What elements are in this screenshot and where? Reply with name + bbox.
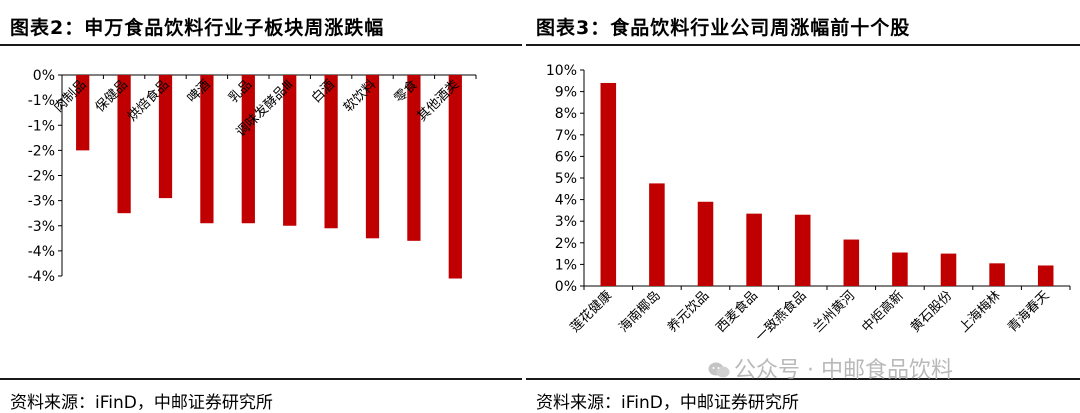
left-bar [365, 75, 380, 239]
left-y-tick-label: -1% [28, 93, 55, 109]
watermark-text: 公众号 · 中邮食品饮料 [734, 358, 953, 383]
left-bar [200, 75, 214, 224]
right-y-tick-label: 4% [555, 193, 577, 209]
left-bar [448, 75, 462, 279]
right-bar [794, 214, 811, 286]
left-y-tick-label: -2% [28, 143, 55, 159]
right-bar [892, 252, 908, 286]
right-y-tick-label: 0% [555, 279, 577, 295]
right-category-label: 一致燕食品 [752, 288, 809, 345]
right-chart-title: 图表3：食品饮料行业公司周涨幅前十个股 [536, 17, 911, 39]
left-y-tick-label: -4% [28, 269, 55, 285]
right-y-tick-label: 8% [555, 106, 577, 122]
right-category-label: 海南椰岛 [616, 288, 664, 336]
right-bar [989, 263, 1005, 286]
left-bar [324, 75, 338, 229]
wechat-icon [708, 362, 730, 378]
left-y-tick-label: -3% [28, 219, 55, 235]
right-bar [843, 239, 860, 286]
left-bar [407, 75, 421, 241]
right-y-tick-label: 7% [555, 128, 577, 144]
right-y-tick-label: 6% [555, 149, 577, 165]
left-y-tick-label: -4% [28, 244, 55, 260]
right-category-label: 养元饮品 [664, 288, 712, 336]
left-y-tick-label: -3% [28, 194, 55, 210]
right-bar-chart: 0%1%2%3%4%5%6%7%8%9%10%莲花健康 海南椰岛 养元饮品 西麦食品一… [546, 63, 1071, 345]
left-chart-panel: 图表2：申万食品饮料行业子板块周涨跌幅 0% -1% -1% -2% -2% -3% -3%… [0, 0, 522, 413]
right-category-label: 上海梅林 [957, 288, 1004, 335]
right-category-label: 青海春天 [1005, 288, 1052, 335]
left-bar [283, 75, 297, 226]
right-y-tick-label: 5% [555, 171, 577, 187]
right-category-label: 黄石股份 [908, 288, 955, 335]
left-y-tick-label: 0% [33, 68, 55, 84]
right-category-label: 中炬高新 [859, 288, 907, 336]
left-bar [158, 75, 173, 199]
right-bar [746, 213, 762, 286]
left-source-text: 资料来源：iFinD，中邮证券研究所 [10, 393, 273, 413]
right-y-tick-label: 10% [546, 63, 577, 79]
watermark: 公众号 · 中邮食品饮料 [708, 352, 953, 384]
right-bar [697, 201, 714, 286]
right-bar [1037, 265, 1054, 286]
right-source-text: 资料来源：iFinD，中邮证券研究所 [536, 393, 799, 413]
left-chart-title: 图表2：申万食品饮料行业子板块周涨跌幅 [10, 17, 385, 39]
right-category-label: 兰州黄河 [811, 288, 858, 335]
right-title-bar: 图表3：食品饮料行业公司周涨幅前十个股 [526, 6, 1080, 46]
right-category-label: 西麦食品 [713, 288, 761, 336]
right-y-tick-label: 3% [555, 214, 577, 230]
left-y-tick-label: -1% [28, 118, 55, 134]
right-y-tick-label: 9% [555, 85, 577, 101]
left-bar [117, 75, 131, 214]
right-chart-panel: 图表3：食品饮料行业公司周涨幅前十个股 0% 1% 2% 3% 4% 5% 6% 7% 8% 9%… [526, 0, 1080, 413]
right-bar [649, 183, 665, 286]
right-bar [600, 82, 617, 287]
right-bar [940, 253, 957, 286]
left-source-bar: 资料来源：iFinD，中邮证券研究所 [0, 378, 522, 413]
left-y-tick-label: -2% [28, 169, 55, 185]
right-y-tick-label: 2% [555, 236, 577, 252]
right-source-bar: 资料来源：iFinD，中邮证券研究所 [526, 378, 1080, 413]
right-y-tick-label: 1% [555, 257, 577, 273]
left-title-bar: 图表2：申万食品饮料行业子板块周涨跌幅 [0, 6, 522, 46]
left-bar [241, 75, 255, 224]
left-bar [76, 75, 90, 151]
